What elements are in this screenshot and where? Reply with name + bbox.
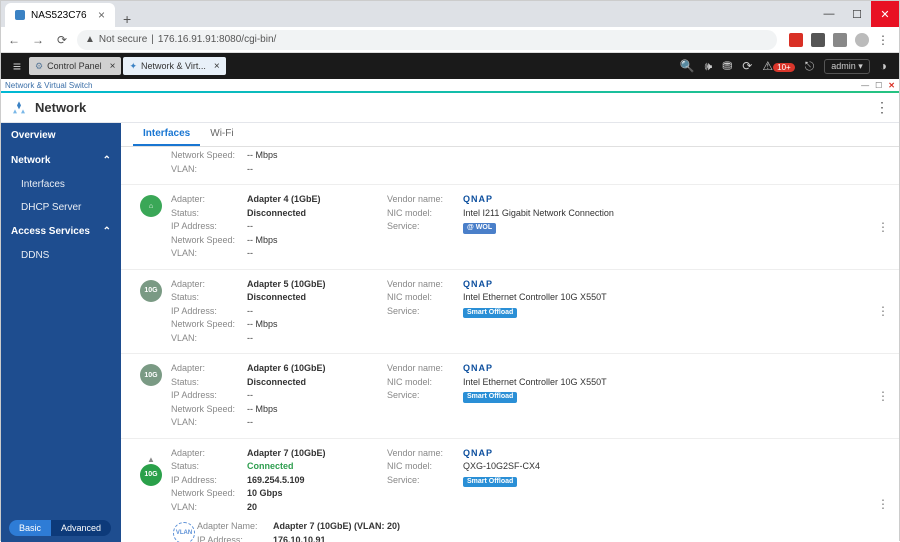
minimize-icon[interactable]: — [861, 81, 869, 90]
vendor-logo: QNAP [463, 447, 885, 461]
sidebar-item-dhcp[interactable]: DHCP Server [1, 196, 121, 219]
vendor-logo: QNAP [463, 362, 885, 376]
close-button[interactable]: ✕ [871, 1, 899, 27]
link-icon[interactable]: ⎋ [805, 59, 815, 74]
more-icon[interactable]: ⋮ [875, 99, 889, 116]
port-icon: 10G [140, 364, 162, 386]
url-text: 176.16.91.91:8080/cgi-bin/ [158, 34, 276, 45]
reload-button[interactable]: ⟳ [53, 33, 71, 47]
task-icon[interactable]: ⟳ [742, 59, 752, 73]
ext-icon[interactable] [833, 33, 847, 47]
chevron-up-icon: ⌃ [103, 155, 111, 166]
adapter-card: 10G Adapter:Status:IP Address:Network Sp… [121, 354, 899, 439]
close-icon[interactable]: ✕ [888, 81, 895, 90]
notification-badge[interactable]: ⚠10+ [762, 59, 794, 73]
sidebar-item-network[interactable]: Network⌃ [1, 148, 121, 173]
module-header: Network ⋮ [1, 93, 899, 123]
close-icon[interactable]: × [214, 61, 220, 72]
tab-interfaces[interactable]: Interfaces [133, 123, 200, 146]
volume-icon[interactable]: 🕪 [705, 59, 713, 74]
menu-icon[interactable]: ⋮ [877, 33, 889, 47]
sidebar: Overview Network⌃ Interfaces DHCP Server… [1, 123, 121, 542]
service-badge: Smart Offload [463, 308, 517, 319]
vlan-icon: VLAN [173, 522, 195, 542]
maximize-icon[interactable]: ☐ [875, 81, 882, 90]
more-icon[interactable]: ⋮ [877, 304, 889, 318]
more-icon[interactable]: ⋮ [877, 389, 889, 403]
search-icon[interactable]: 🔍 [680, 59, 695, 73]
user-menu[interactable]: admin ▾ [824, 59, 870, 74]
maximize-button[interactable]: ☐ [843, 1, 871, 27]
window-controls: — ☐ ✕ [815, 1, 899, 27]
close-icon[interactable]: × [110, 61, 116, 72]
caret-icon[interactable]: ▲ [147, 455, 155, 464]
port-icon: 10G [140, 464, 162, 486]
port-icon: 10G [140, 280, 162, 302]
service-badge: @ WOL [463, 223, 496, 234]
menu-icon[interactable]: ≡ [7, 58, 27, 74]
sidebar-item-ddns[interactable]: DDNS [1, 244, 121, 267]
devices-icon[interactable]: ⛃ [722, 59, 732, 73]
extension-icons: ⋮ [783, 33, 895, 47]
adapter-card: Network Speed: VLAN: -- Mbps -- [121, 147, 899, 185]
mode-toggle[interactable]: Basic Advanced [9, 520, 111, 536]
browser-tab-strip: NAS523C76 × + — ☐ ✕ [1, 1, 899, 27]
chevron-up-icon: ⌃ [103, 226, 111, 237]
taskbar-tab-network[interactable]: ✦Network & Virt...× [123, 57, 225, 75]
service-badge: Smart Offload [463, 477, 517, 488]
adapter-card: ▲ 10G Adapter:Status:IP Address:Network … [121, 439, 899, 542]
address-bar: ← → ⟳ ▲ Not secure | 176.16.91.91:8080/c… [1, 27, 899, 53]
page-title: Network [35, 100, 86, 115]
sidebar-item-overview[interactable]: Overview [1, 123, 121, 148]
network-icon [11, 100, 27, 116]
content-tabs: Interfaces Wi-Fi [121, 123, 899, 147]
ext-icon[interactable] [789, 33, 803, 47]
new-tab-button[interactable]: + [115, 11, 139, 27]
security-label: Not secure [99, 34, 147, 45]
more-icon[interactable]: ⋮ [877, 220, 889, 234]
basic-button[interactable]: Basic [9, 520, 51, 536]
browser-tab[interactable]: NAS523C76 × [5, 3, 115, 27]
adapter-list: Network Speed: VLAN: -- Mbps -- ⌂ [121, 147, 899, 542]
ext-icon[interactable] [811, 33, 825, 47]
url-field[interactable]: ▲ Not secure | 176.16.91.91:8080/cgi-bin… [77, 30, 777, 50]
profile-icon[interactable] [855, 33, 869, 47]
more-icon[interactable]: ⋮ [877, 497, 889, 511]
sidebar-item-interfaces[interactable]: Interfaces [1, 173, 121, 196]
service-badge: Smart Offload [463, 392, 517, 403]
back-button[interactable]: ← [5, 33, 23, 47]
tab-wifi[interactable]: Wi-Fi [200, 123, 243, 146]
breadcrumb: Network & Virtual Switch — ☐ ✕ [1, 79, 899, 93]
adapter-card: 10G Adapter:Status:IP Address:Network Sp… [121, 270, 899, 355]
tab-title: NAS523C76 [31, 10, 87, 21]
adapter-card: ⌂ Adapter:Status:IP Address:Network Spee… [121, 185, 899, 270]
qnap-taskbar: ≡ ⚙Control Panel× ✦Network & Virt...× 🔍 … [1, 53, 899, 79]
close-icon[interactable]: × [98, 8, 105, 22]
vlan-sub: VLAN Adapter Name:IP Address:Description… [171, 514, 885, 542]
sidebar-item-access[interactable]: Access Services⌃ [1, 219, 121, 244]
vendor-logo: QNAP [463, 193, 885, 207]
forward-button[interactable]: → [29, 33, 47, 47]
vendor-logo: QNAP [463, 278, 885, 292]
security-icon: ▲ [85, 34, 95, 45]
breadcrumb-text: Network & Virtual Switch [5, 81, 92, 90]
taskbar-tab-control-panel[interactable]: ⚙Control Panel× [29, 57, 121, 75]
advanced-button[interactable]: Advanced [51, 520, 111, 536]
minimize-button[interactable]: — [815, 1, 843, 27]
port-icon: ⌂ [140, 195, 162, 217]
favicon-icon [15, 10, 25, 20]
dashboard-icon[interactable]: ◑ [880, 59, 887, 73]
